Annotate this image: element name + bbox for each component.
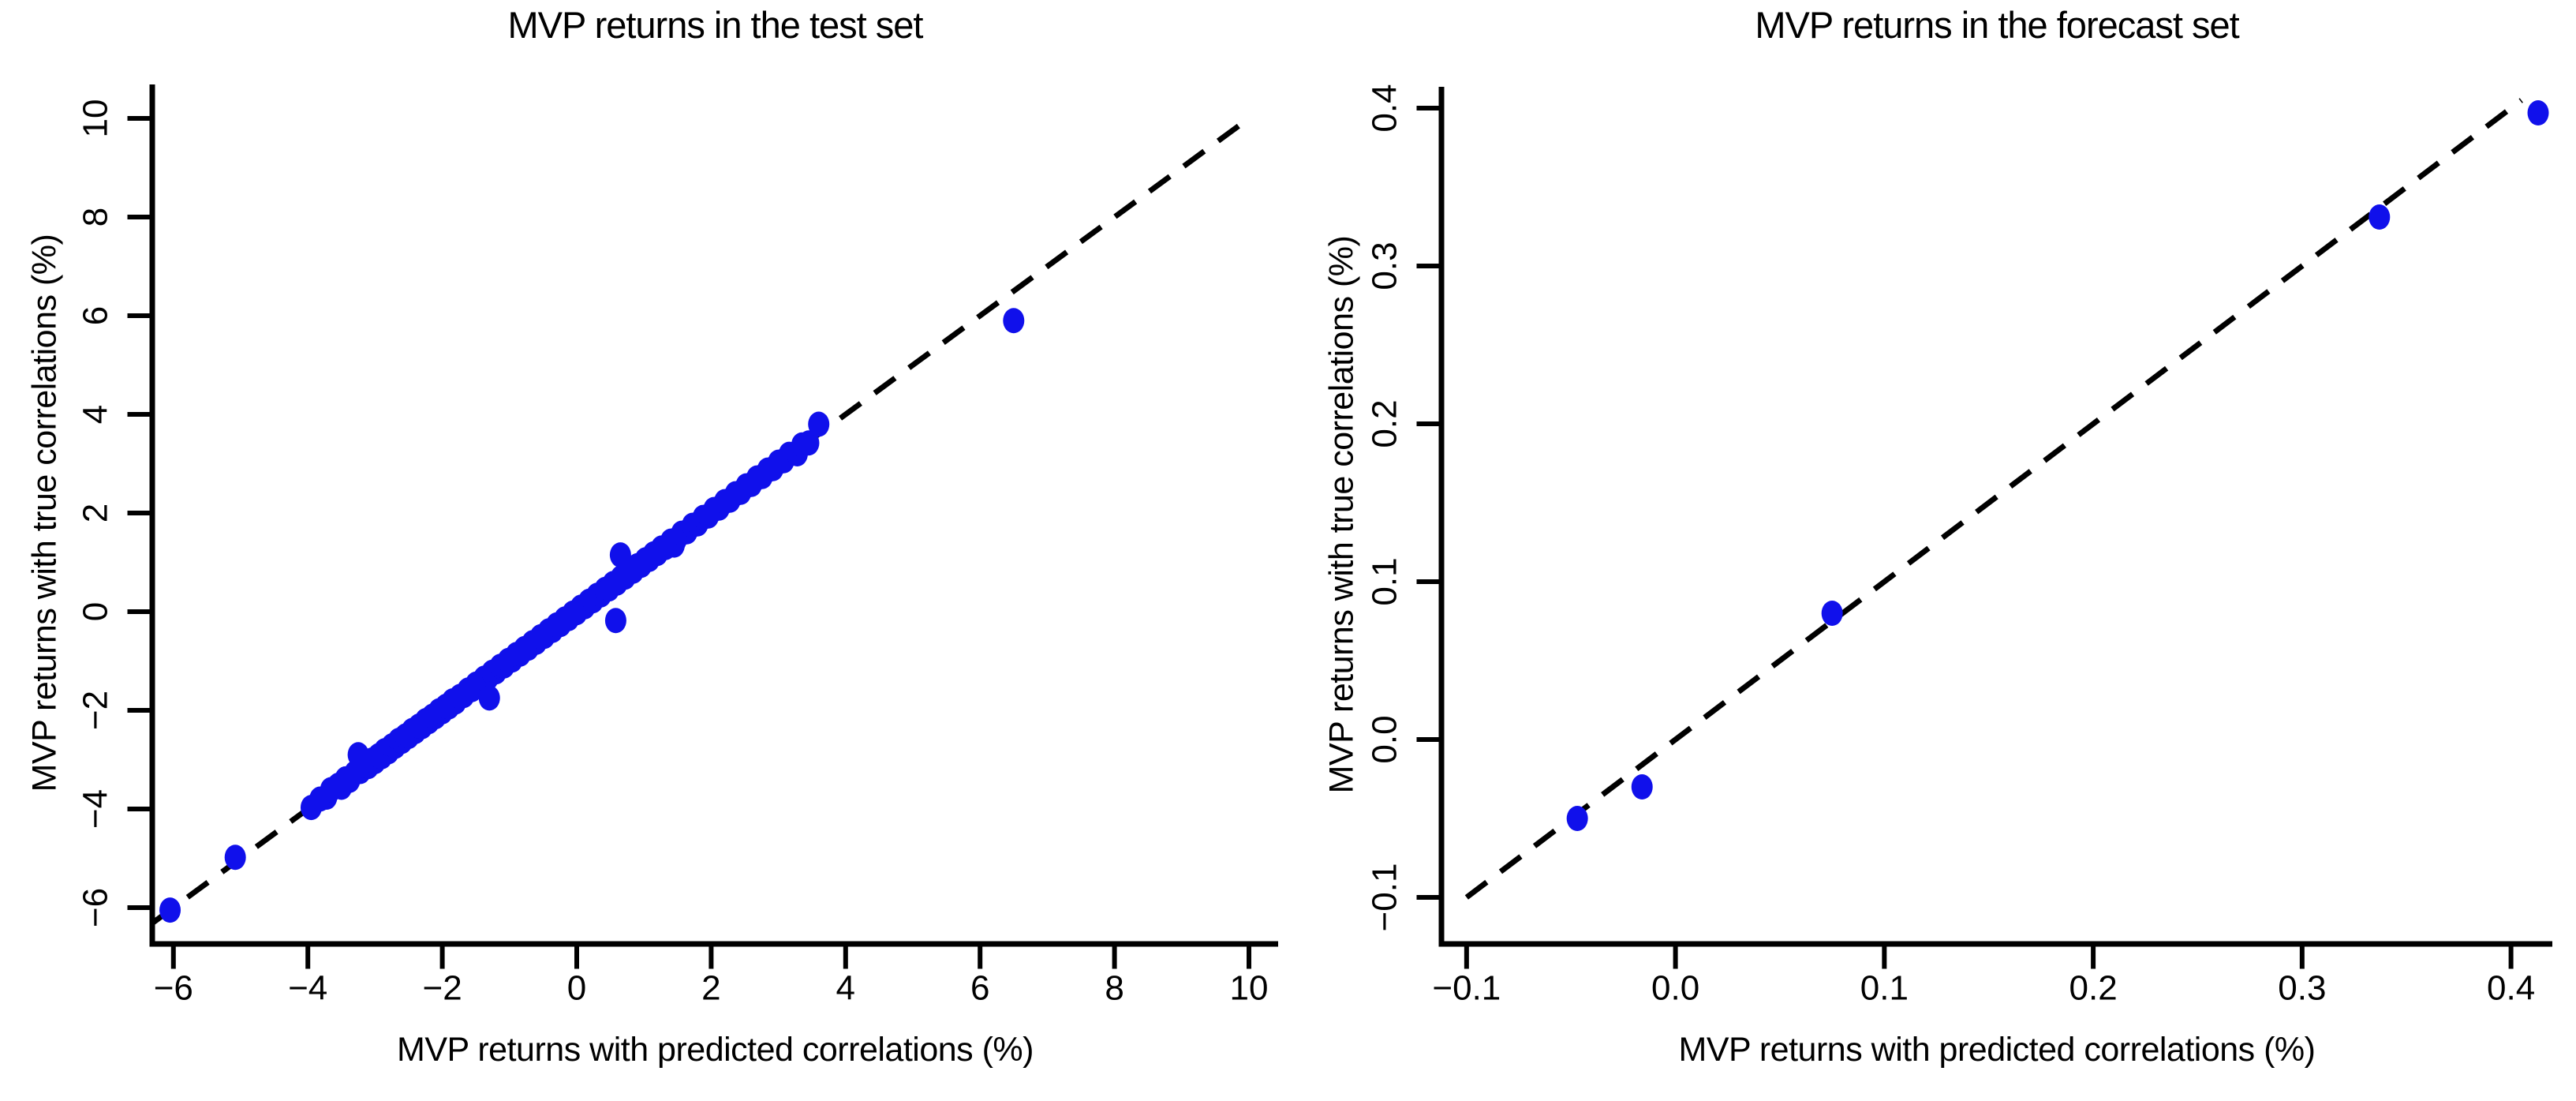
x-tick-label: 0.2 <box>2069 969 2118 1008</box>
y-tick-label: −0.1 <box>1366 863 1404 932</box>
y-tick-label: 0.2 <box>1366 399 1404 448</box>
y-tick-label: 2 <box>77 504 115 522</box>
x-tick-label: 0.1 <box>1860 969 1909 1008</box>
x-tick-label: −0.1 <box>1432 969 1501 1008</box>
y-tick-label: −6 <box>77 888 115 927</box>
left-y-axis-label: MVP returns with true correlations (%) <box>25 234 64 792</box>
data-point <box>2368 204 2391 230</box>
y-tick-label: 0.4 <box>1366 84 1404 132</box>
left-plot-group: −6 −4 −2 0 2 4 6 8 10 −6 −4 −2 0 2 4 6 8 10 <box>77 84 1278 1008</box>
y-tick-label: −2 <box>77 691 115 730</box>
x-tick-label: 6 <box>970 969 989 1008</box>
data-point <box>1003 308 1025 334</box>
right-y-axis-label: MVP returns with true correlations (%) <box>1322 235 1361 794</box>
x-tick-label: 8 <box>1105 969 1123 1008</box>
right-chart-title: MVP returns in the forecast set <box>1755 4 2239 46</box>
x-tick-label: 4 <box>836 969 855 1008</box>
x-tick-label: 0 <box>567 969 586 1008</box>
x-tick-label: 0.0 <box>1651 969 1699 1008</box>
data-point <box>159 897 181 923</box>
data-point <box>2527 100 2549 125</box>
y-tick-label: 0.1 <box>1366 557 1404 605</box>
x-tick-label: 2 <box>701 969 720 1008</box>
y-tick-label: −4 <box>77 789 115 829</box>
y-tick-label: 0 <box>77 602 115 621</box>
right-x-axis-label: MVP returns with predicted correlations … <box>1678 1031 2316 1069</box>
data-point <box>1566 806 1588 831</box>
identity-line <box>1464 98 2523 900</box>
data-point <box>224 844 246 871</box>
y-tick-label: 4 <box>77 405 115 424</box>
axis-frame <box>149 84 1278 947</box>
x-tick-label: −6 <box>154 969 193 1008</box>
data-point <box>808 411 830 437</box>
x-tick-label: 0.3 <box>2278 969 2326 1008</box>
data-point <box>604 608 626 634</box>
y-tick-label: 0.0 <box>1366 715 1404 763</box>
left-x-axis-label: MVP returns with predicted correlations … <box>397 1031 1034 1069</box>
data-point <box>1631 774 1653 800</box>
x-tick-label: 0.4 <box>2487 969 2535 1008</box>
y-tick-label: 6 <box>77 306 115 325</box>
axis-frame <box>1438 87 2552 947</box>
y-tick-label: 8 <box>77 208 115 227</box>
data-point <box>1821 601 1843 626</box>
y-tick-label: 0.3 <box>1366 242 1404 290</box>
data-point <box>798 430 820 456</box>
x-tick-label: −2 <box>423 969 462 1008</box>
x-tick-label: −4 <box>288 969 327 1008</box>
left-chart-title: MVP returns in the test set <box>507 4 924 46</box>
right-plot-group: −0.1 0.0 0.1 0.2 0.3 0.4 −0.1 0.0 0.1 0.2 0.3 0.4 <box>1366 84 2552 1008</box>
x-tick-label: 10 <box>1230 969 1269 1008</box>
data-point <box>478 685 500 711</box>
y-tick-label: 10 <box>77 99 115 138</box>
